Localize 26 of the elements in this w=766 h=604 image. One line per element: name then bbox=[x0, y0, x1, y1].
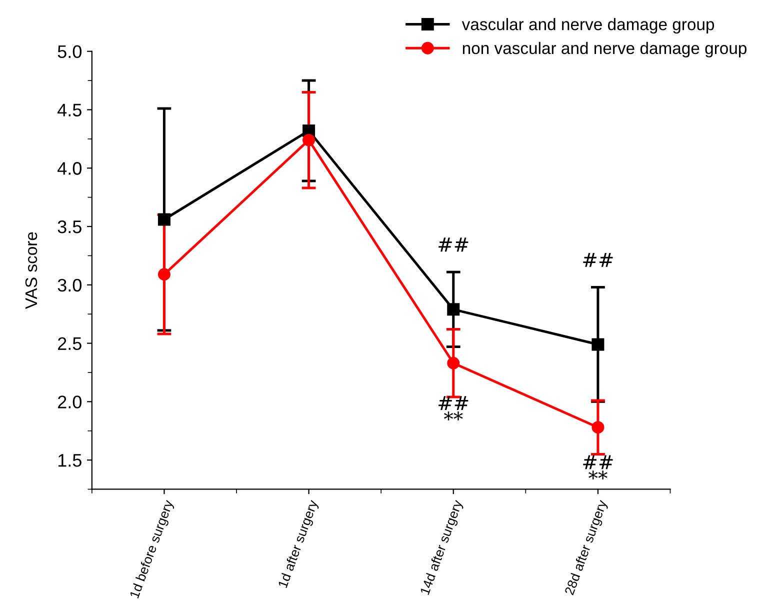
x-tick-label: 28d after surgery bbox=[564, 498, 610, 596]
point bbox=[447, 303, 460, 316]
annotation: ## bbox=[438, 238, 468, 252]
y-tick-label: 2.0 bbox=[58, 396, 82, 408]
point bbox=[302, 134, 316, 146]
y-tick-label: 4.0 bbox=[58, 162, 82, 175]
y-tick-label: 2.5 bbox=[58, 337, 82, 350]
annotation: ## bbox=[583, 252, 613, 267]
point bbox=[592, 338, 604, 351]
legend-label: non vascular and nerve damage group bbox=[462, 42, 746, 58]
annotation: ## ** bbox=[583, 455, 613, 480]
point bbox=[447, 356, 460, 370]
point bbox=[158, 268, 170, 281]
point bbox=[158, 213, 170, 226]
x-tick-label: 1d after surgery bbox=[278, 498, 320, 590]
y-tick-label: 1.5 bbox=[58, 454, 82, 467]
y-tick-label: 4.5 bbox=[58, 104, 82, 116]
x-tick-label: 14d after surgery bbox=[420, 498, 465, 596]
y-tick-label: 3.5 bbox=[58, 220, 82, 234]
y-axis-title: VAS score bbox=[25, 232, 38, 309]
annotation: ## ** bbox=[438, 396, 468, 420]
x-tick-label: 1d before surgery bbox=[129, 498, 176, 600]
y-tick-label: 3.0 bbox=[58, 278, 82, 292]
point bbox=[592, 421, 604, 434]
legend-label: vascular and nerve damage group bbox=[462, 18, 714, 34]
y-tick-label: 5.0 bbox=[58, 45, 82, 58]
